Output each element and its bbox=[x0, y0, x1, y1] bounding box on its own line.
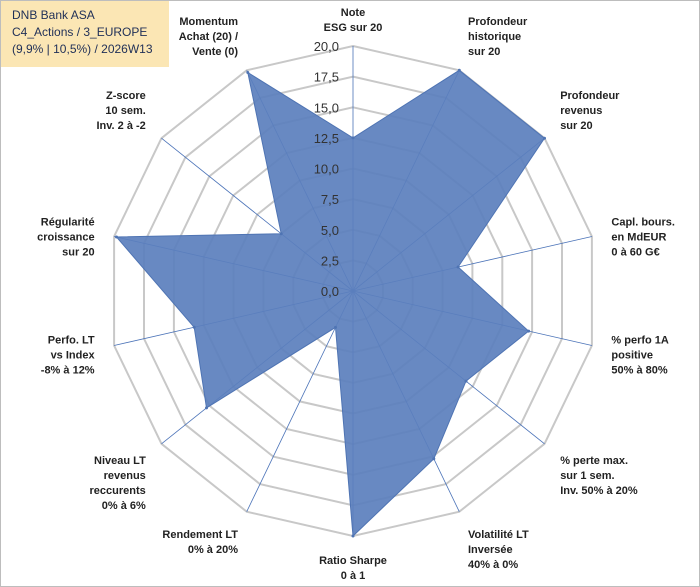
tick-label-6: 15,0 bbox=[314, 100, 339, 115]
tick-label-8: 20,0 bbox=[314, 39, 339, 54]
data-point-7 bbox=[351, 534, 355, 538]
axis-label-3: Capl. bours. en MdEUR 0 à 60 G€ bbox=[611, 217, 675, 259]
axis-label-2: Profondeur revenus sur 20 bbox=[560, 90, 620, 132]
company-name: DNB Bank ASA bbox=[12, 8, 95, 22]
tick-label-7: 17,5 bbox=[314, 70, 339, 85]
tick-label-4: 10,0 bbox=[314, 162, 339, 177]
data-point-11 bbox=[115, 235, 118, 239]
axis-label-8: Rendement LT 0% à 20% bbox=[162, 529, 238, 556]
tick-label-3: 7,5 bbox=[321, 192, 339, 207]
period-label: (9,9% | 10,5%) / 2026W13 bbox=[12, 42, 153, 56]
chart-title-box: DNB Bank ASA C4_Actions / 3_EUROPE (9,9%… bbox=[1, 1, 169, 67]
data-point-13 bbox=[246, 71, 250, 74]
axis-label-13: Momentum Achat (20) / Vente (0) bbox=[179, 16, 239, 58]
axis-label-9: Niveau LT revenus reccurents 0% à 6% bbox=[90, 455, 147, 512]
tick-label-2: 5,0 bbox=[321, 223, 339, 238]
axis-label-12: Z-score 10 sem. Inv. 2 à -2 bbox=[96, 90, 145, 132]
data-point-4 bbox=[527, 329, 531, 333]
category-label: C4_Actions / 3_EUROPE bbox=[12, 25, 148, 39]
tick-label-1: 2,5 bbox=[321, 253, 339, 268]
axis-label-1: Profondeur historique sur 20 bbox=[468, 16, 528, 58]
data-point-2 bbox=[543, 136, 546, 140]
data-point-0 bbox=[351, 136, 355, 140]
axis-label-11: Régularité croissance sur 20 bbox=[37, 217, 94, 259]
axis-label-6: Volatilité LT Inversée 40% à 0% bbox=[468, 529, 529, 571]
axis-label-7: Ratio Sharpe 0 à 1 bbox=[319, 555, 387, 582]
data-point-12 bbox=[279, 232, 283, 236]
data-point-8 bbox=[334, 325, 337, 329]
data-point-3 bbox=[456, 265, 460, 269]
axis-label-4: % perfo 1A positive 50% à 80% bbox=[611, 335, 669, 377]
data-point-10 bbox=[192, 325, 196, 329]
data-point-6 bbox=[432, 457, 436, 461]
data-point-9 bbox=[205, 406, 208, 410]
tick-label-5: 12,5 bbox=[314, 131, 339, 146]
axis-label-0: Note ESG sur 20 bbox=[324, 7, 383, 34]
data-point-1 bbox=[457, 68, 461, 72]
tick-label-0: 0,0 bbox=[321, 284, 339, 299]
axis-label-10: Perfo. LT vs Index -8% à 12% bbox=[41, 335, 96, 377]
axis-label-5: % perte max. sur 1 sem. Inv. 50% à 20% bbox=[560, 455, 638, 497]
data-point-5 bbox=[464, 379, 468, 383]
